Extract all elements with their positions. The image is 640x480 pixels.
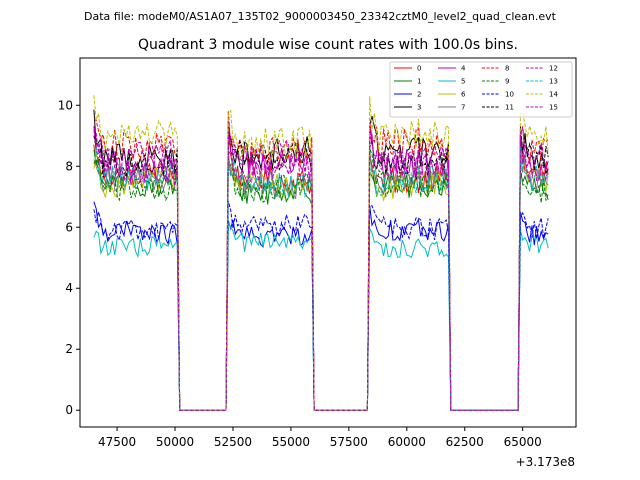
series-line-7 xyxy=(93,151,549,411)
series-line-15 xyxy=(93,130,549,411)
y-axis: 0 2 4 6 8 10 xyxy=(58,98,80,417)
x-tick-label: 57500 xyxy=(330,435,368,449)
y-tick-label: 8 xyxy=(65,159,73,173)
legend-label-4: 4 xyxy=(461,65,466,73)
legend-label-3: 3 xyxy=(417,104,421,112)
x-offset-label: +3.173e8 xyxy=(516,455,575,469)
series-line-1 xyxy=(93,149,549,411)
x-tick-label: 60000 xyxy=(388,435,426,449)
y-tick-label: 6 xyxy=(65,220,73,234)
legend-label-15: 15 xyxy=(549,104,558,112)
x-tick-label: 55000 xyxy=(272,435,310,449)
x-tick-label: 65000 xyxy=(504,435,542,449)
series-layer xyxy=(93,95,549,411)
y-tick-label: 0 xyxy=(65,403,73,417)
y-tick-label: 2 xyxy=(65,342,73,356)
legend-label-12: 12 xyxy=(549,65,558,73)
legend-label-2: 2 xyxy=(417,91,421,99)
series-line-4 xyxy=(93,124,549,411)
chart-suptitle: Data file: modeM0/AS1A07_135T02_90000034… xyxy=(84,10,557,23)
series-line-5 xyxy=(93,221,549,411)
legend-frame xyxy=(389,61,573,118)
x-tick-label: 52500 xyxy=(214,435,252,449)
x-tick-label: 62500 xyxy=(446,435,484,449)
legend-label-13: 13 xyxy=(549,78,558,86)
y-tick-label: 4 xyxy=(65,281,73,295)
legend-label-14: 14 xyxy=(549,91,558,99)
legend-label-11: 11 xyxy=(505,104,514,112)
legend-label-1: 1 xyxy=(417,78,421,86)
x-tick-label: 50000 xyxy=(156,435,194,449)
x-tick-label: 47500 xyxy=(98,435,136,449)
series-line-11 xyxy=(93,126,549,411)
legend-label-8: 8 xyxy=(505,65,509,73)
legend-label-5: 5 xyxy=(461,78,465,86)
legend-label-9: 9 xyxy=(505,78,509,86)
legend-label-6: 6 xyxy=(461,91,466,99)
chart-title: Quadrant 3 module wise count rates with … xyxy=(138,37,518,53)
x-axis: 47500 50000 52500 55000 57500 60000 62500 65000 xyxy=(98,427,542,449)
series-line-9 xyxy=(93,148,549,411)
series-line-2 xyxy=(93,201,549,411)
legend-label-10: 10 xyxy=(505,91,514,99)
y-tick-label: 10 xyxy=(58,98,73,112)
series-line-8 xyxy=(93,110,549,411)
legend-label-7: 7 xyxy=(461,104,465,112)
plot-frame xyxy=(79,57,577,428)
series-line-10 xyxy=(93,201,549,411)
legend-label-0: 0 xyxy=(417,65,421,73)
